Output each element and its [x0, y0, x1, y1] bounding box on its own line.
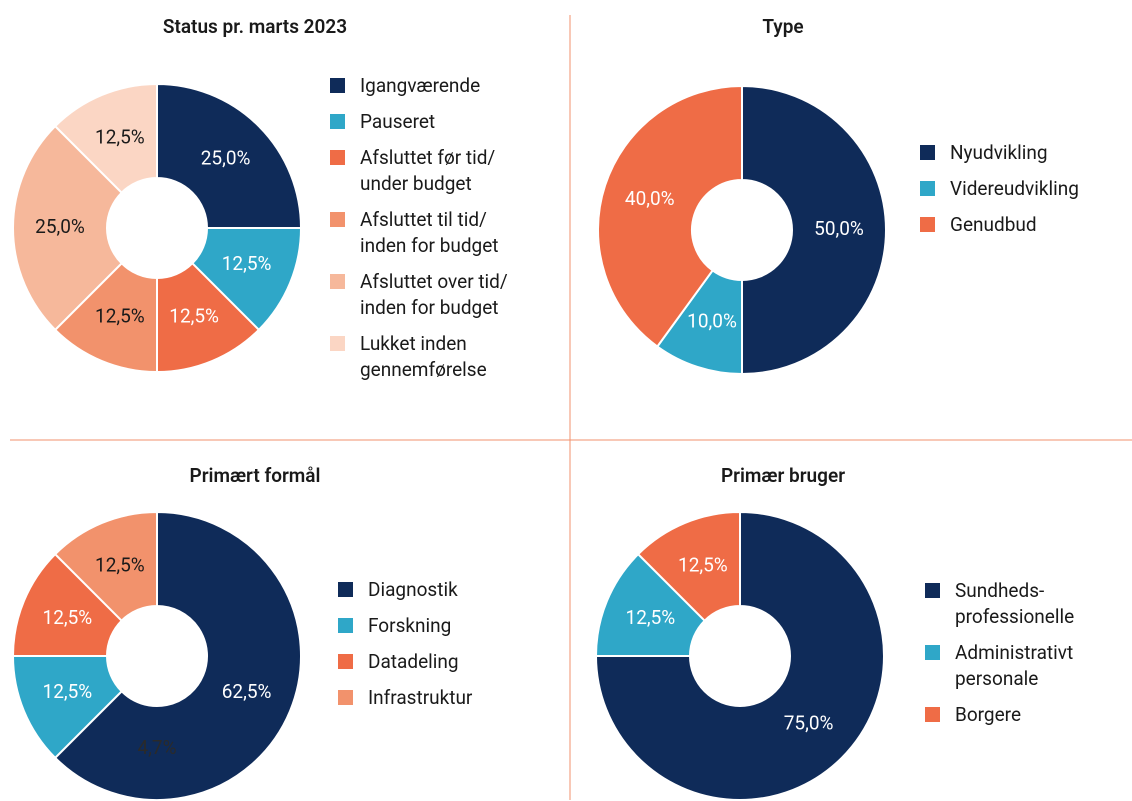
legend: Diagnostik Forskning Datadeling Infrastrukt… [338, 577, 472, 721]
data-label: 12,5% [95, 305, 145, 328]
data-label: 12,5% [169, 305, 219, 328]
slice [594, 552, 707, 657]
legend-label: Afsluttet over tid/ inden for budget [360, 270, 508, 319]
legend-swatch [338, 582, 353, 597]
chart-title: Primær bruger [721, 464, 845, 487]
legend-swatch [330, 150, 345, 165]
slice [53, 82, 158, 195]
legend-swatch [330, 114, 345, 129]
data-label: 40,0% [625, 187, 675, 210]
legend-swatch [920, 217, 935, 232]
annotation: 4,7% [137, 736, 176, 759]
legend: Sundheds- professionelle Administrativt p… [925, 578, 1074, 738]
slice [53, 510, 158, 623]
legend-label: Pauseret [360, 110, 436, 133]
legend-item: Datadeling [338, 649, 472, 675]
legend-swatch [338, 690, 353, 705]
legend-item: Borgere [925, 702, 1074, 728]
legend-item: Lukket inden gennemførelse [330, 331, 508, 383]
legend-swatch [338, 618, 353, 633]
legend-swatch [925, 707, 940, 722]
chart-title: Status pr. marts 2023 [163, 15, 347, 38]
legend-item: Infrastruktur [338, 685, 472, 711]
data-label: 25,0% [201, 146, 251, 169]
legend-item: Forskning [338, 613, 472, 639]
legend-item: Afsluttet til tid/ inden for budget [330, 207, 508, 259]
data-label: 12,5% [95, 553, 145, 576]
slice [53, 261, 158, 374]
legend-label: Infrastruktur [368, 686, 473, 709]
legend-label: Afsluttet til tid/ inden for budget [360, 208, 499, 257]
slice [53, 510, 302, 801]
legend-label: Datadeling [368, 650, 459, 673]
legend-label: Videreudvikling [950, 177, 1079, 200]
legend-label: Borgere [955, 703, 1022, 726]
legend-label: Afsluttet før tid/ under budget [360, 146, 496, 195]
legend: Igangværende Pauseret Afsluttet før tid/ u… [330, 73, 508, 393]
slice [597, 84, 743, 348]
legend-swatch [330, 78, 345, 93]
legend-swatch [920, 181, 935, 196]
data-label: 62,5% [222, 680, 272, 703]
legend-swatch [330, 336, 345, 351]
legend-swatch [925, 645, 940, 660]
legend-item: Administrativt personale [925, 640, 1074, 692]
legend-swatch [330, 274, 345, 289]
legend-item: Genudbud [920, 212, 1079, 238]
legend-swatch [925, 583, 940, 598]
slice [741, 84, 887, 376]
slice [636, 510, 741, 623]
legend-label: Lukket inden gennemførelse [360, 332, 487, 381]
legend-swatch [330, 212, 345, 227]
data-label: 50,0% [814, 217, 864, 240]
legend-item: Afsluttet over tid/ inden for budget [330, 269, 508, 321]
legend-item: Igangværende [330, 73, 508, 99]
legend-item: Sundheds- professionelle [925, 578, 1074, 630]
legend-label: Administrativt personale [955, 641, 1074, 690]
slice [594, 510, 885, 801]
legend-item: Videreudvikling [920, 176, 1079, 202]
slice [11, 655, 124, 760]
data-label: 25,0% [35, 215, 85, 238]
data-label: 12,5% [678, 553, 728, 576]
legend-item: Nyudvikling [920, 140, 1079, 166]
data-label: 12,5% [43, 606, 93, 629]
legend: Nyudvikling Videreudvikling Genudbud [920, 140, 1079, 248]
chart-title: Primært formål [190, 464, 321, 487]
slice [12, 124, 124, 332]
slice [156, 82, 303, 229]
legend-item: Afsluttet før tid/ under budget [330, 145, 508, 197]
legend-label: Diagnostik [368, 578, 458, 601]
legend-label: Nyudvikling [950, 141, 1048, 164]
legend-swatch [338, 654, 353, 669]
data-label: 12,5% [95, 125, 145, 148]
data-label: 12,5% [626, 606, 676, 629]
legend-swatch [920, 145, 935, 160]
chart-title: Type [762, 15, 803, 38]
slice [11, 552, 124, 657]
legend-label: Genudbud [950, 213, 1037, 236]
legend-label: Igangværende [360, 74, 481, 97]
data-label: 12,5% [43, 680, 93, 703]
slice [190, 227, 303, 332]
legend-item: Diagnostik [338, 577, 472, 603]
data-label: 10,0% [687, 309, 737, 332]
data-label: 12,5% [222, 252, 272, 275]
legend-item: Pauseret [330, 109, 508, 135]
slice [156, 261, 261, 374]
data-label: 75,0% [784, 712, 834, 735]
legend-label: Sundheds- professionelle [955, 579, 1075, 628]
legend-label: Forskning [368, 614, 452, 637]
